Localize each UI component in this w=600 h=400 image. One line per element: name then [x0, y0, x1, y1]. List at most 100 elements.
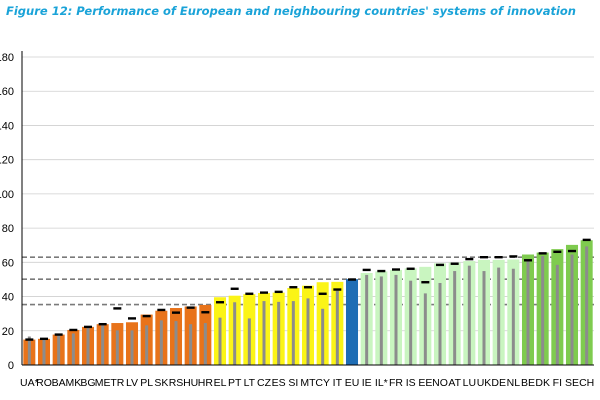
x-tick-label: LT: [244, 377, 256, 389]
x-tick-label: MK: [65, 377, 81, 389]
inner-bar: [306, 298, 310, 365]
inner-bar: [497, 267, 501, 365]
y-tick-label: 20: [2, 326, 14, 338]
x-tick-label: HU: [183, 377, 198, 389]
marker: [509, 255, 518, 258]
y-tick-label: 140: [0, 120, 14, 132]
inner-bar: [101, 325, 105, 365]
inner-bar: [159, 320, 163, 365]
y-tick-label: 60: [2, 257, 14, 269]
x-tick-label: CH: [579, 377, 594, 389]
x-tick-label: FI: [553, 377, 562, 389]
inner-bar: [262, 301, 266, 365]
marker: [538, 252, 547, 255]
x-tick-label: MT: [300, 377, 316, 389]
inner-bar: [423, 293, 427, 365]
y-tick-label: 120: [0, 155, 14, 167]
marker: [333, 288, 342, 291]
x-tick-label: CY: [315, 377, 330, 389]
inner-bar: [115, 330, 119, 365]
figure-title: Figure 12: Performance of European and n…: [6, 4, 576, 18]
x-tick-label: CZ: [257, 377, 272, 389]
x-tick-label: IT: [333, 377, 343, 389]
x-tick-label: TR: [110, 377, 124, 389]
marker: [69, 328, 78, 332]
inner-bar: [555, 264, 559, 365]
marker: [318, 292, 327, 295]
x-tick-label: IS: [406, 377, 416, 389]
x-tick-label: PT: [228, 377, 242, 389]
inner-bar: [86, 328, 90, 365]
inner-bar: [233, 302, 237, 365]
inner-bar: [570, 254, 574, 365]
x-tick-label: RO: [36, 377, 52, 389]
inner-bar: [379, 276, 383, 365]
x-tick-label: LU: [463, 377, 476, 389]
x-tick-label: LV: [126, 377, 138, 389]
marker: [465, 257, 474, 261]
x-tick-label: EU: [345, 377, 360, 389]
x-tick-label: RS: [169, 377, 184, 389]
x-tick-label: EL: [214, 377, 227, 389]
x-tick-label: FR: [389, 377, 403, 389]
inner-bar: [71, 333, 75, 365]
inner-bar: [526, 261, 530, 365]
inner-bar: [42, 339, 46, 365]
marker: [362, 268, 371, 272]
x-tick-label: EE: [418, 377, 432, 389]
x-tick-label: ES: [272, 377, 286, 389]
marker: [406, 267, 415, 270]
x-tick-label: UK: [477, 377, 492, 389]
inner-bar: [247, 318, 251, 365]
inner-bar: [174, 321, 178, 365]
marker: [260, 291, 268, 294]
marker: [216, 301, 224, 304]
x-tick-label: BG: [80, 377, 95, 389]
y-tick-label: 0: [8, 360, 14, 372]
marker: [186, 306, 195, 309]
marker: [421, 281, 430, 284]
inner-bar: [585, 246, 589, 365]
marker: [274, 290, 283, 294]
y-axis-tick-labels: 0 20 40 60 80 100 120 140 160 180: [0, 52, 14, 372]
x-tick-label: IL*: [375, 377, 388, 389]
inner-bar: [365, 274, 369, 365]
x-tick-label: BE: [521, 377, 535, 389]
marker: [450, 262, 459, 265]
inner-bar: [394, 274, 398, 365]
chart-axes: [21, 51, 594, 366]
inner-bar: [511, 268, 515, 365]
marker: [84, 325, 92, 329]
x-tick-label: NO: [432, 377, 448, 389]
chart-inner-bars: [27, 246, 589, 365]
marker: [142, 314, 151, 318]
inner-bar: [453, 271, 457, 365]
inner-bar: [218, 317, 222, 365]
x-axis-category-labels: UA*RO BA MK BG ME TR LV PL SK RS HU HR EL PT LT CZ ES SI M…: [20, 377, 594, 389]
marker: [54, 333, 63, 336]
x-tick-label: NL: [507, 377, 521, 389]
inner-bar: [467, 265, 471, 365]
x-tick-label: SK: [154, 377, 168, 389]
marker: [40, 337, 48, 341]
marker: [436, 263, 444, 267]
x-tick-label: BA: [52, 377, 66, 389]
x-tick-label: PL: [140, 377, 153, 389]
marker: [113, 307, 122, 310]
x-tick-label: HR: [198, 377, 214, 389]
marker: [494, 256, 503, 259]
y-tick-label: 180: [0, 52, 14, 64]
inner-bar: [482, 271, 486, 365]
marker: [524, 259, 532, 262]
marker: [553, 250, 562, 254]
inner-bar: [27, 336, 31, 365]
chart-markers: [25, 238, 591, 341]
marker: [582, 238, 591, 242]
inner-bar: [409, 280, 413, 365]
y-tick-label: 160: [0, 86, 14, 98]
x-tick-label: IE: [362, 377, 372, 389]
x-tick-label: SI: [288, 377, 298, 389]
marker: [98, 322, 107, 326]
marker: [480, 256, 488, 259]
